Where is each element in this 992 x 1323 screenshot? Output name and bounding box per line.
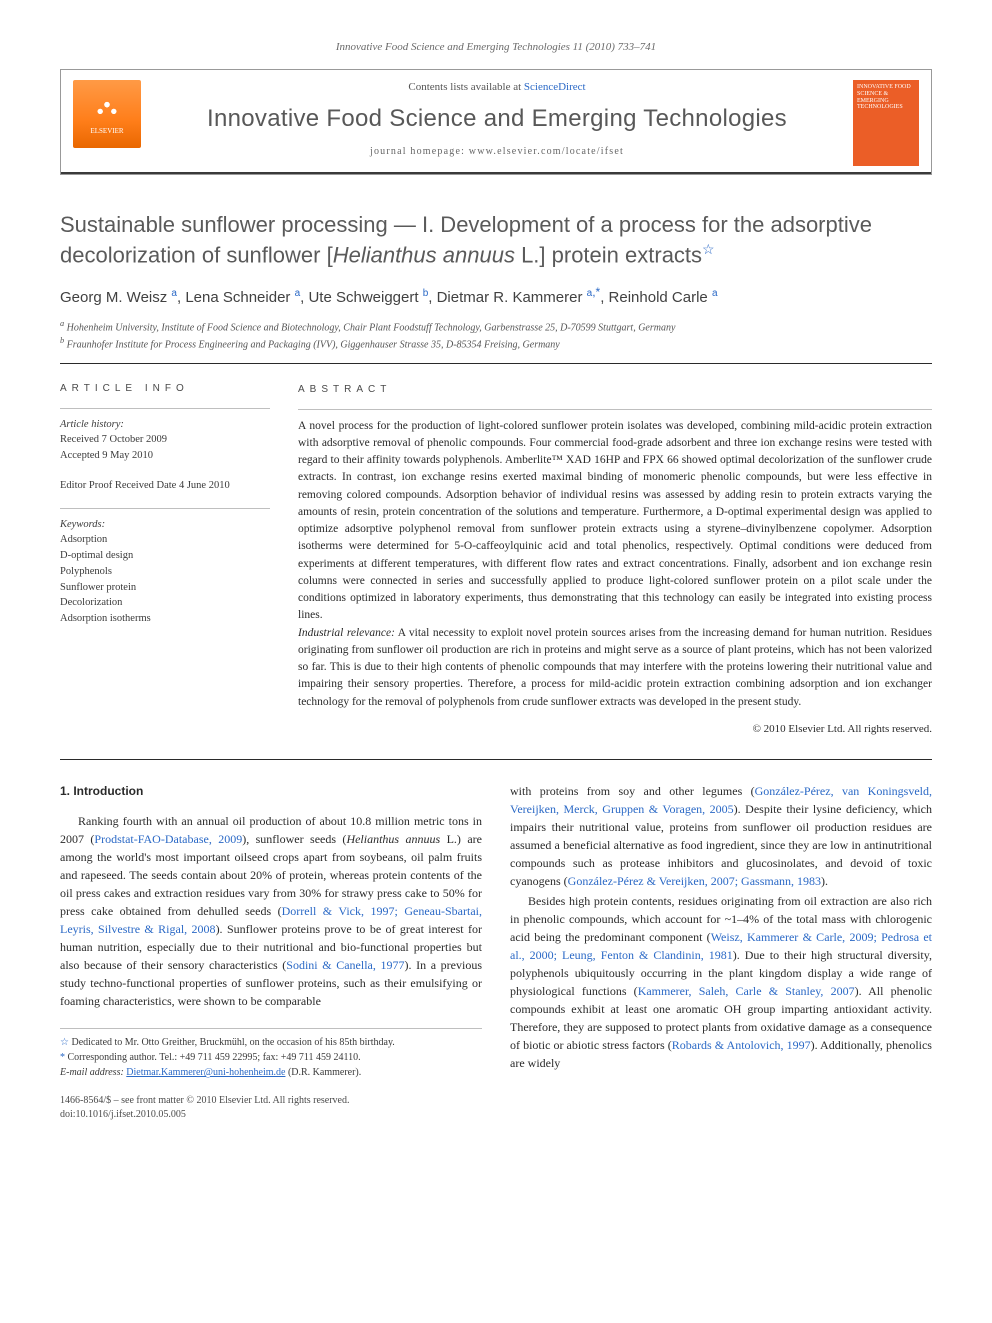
divider <box>60 363 932 364</box>
running-header: Innovative Food Science and Emerging Tec… <box>60 40 932 55</box>
keyword-item: D-optimal design <box>60 548 270 564</box>
section-heading: 1. Introduction <box>60 782 482 800</box>
email-footnote: E-mail address: Dietmar.Kammerer@uni-hoh… <box>60 1065 482 1080</box>
abstract-text: A novel process for the production of li… <box>298 418 932 625</box>
affiliation-b: b Fraunhofer Institute for Process Engin… <box>60 335 932 352</box>
industrial-relevance-label: Industrial relevance: <box>298 627 395 639</box>
keyword-item: Adsorption isotherms <box>60 611 270 627</box>
sciencedirect-link[interactable]: ScienceDirect <box>524 81 586 93</box>
tree-icon <box>90 91 124 125</box>
article-info-column: article info Article history: Received 7… <box>60 382 270 738</box>
article-title: Sustainable sunflower processing — I. De… <box>60 211 932 270</box>
industrial-relevance: Industrial relevance: A vital necessity … <box>298 625 932 711</box>
body-col-right: with proteins from soy and other legumes… <box>510 782 932 1122</box>
body-col-left: 1. Introduction Ranking fourth with an a… <box>60 782 482 1122</box>
body-paragraph: Besides high protein contents, residues … <box>510 892 932 1072</box>
issn-line: 1466-8564/$ – see front matter © 2010 El… <box>60 1094 482 1108</box>
editor-proof: Editor Proof Received Date 4 June 2010 <box>60 478 270 494</box>
doi: doi:10.1016/j.ifset.2010.05.005 <box>60 1108 482 1122</box>
title-block: Sustainable sunflower processing — I. De… <box>60 211 932 270</box>
journal-homepage: journal homepage: www.elsevier.com/locat… <box>151 145 843 159</box>
keywords-list: AdsorptionD-optimal designPolyphenolsSun… <box>60 532 270 627</box>
abstract-column: abstract A novel process for the product… <box>298 382 932 738</box>
keywords-block: Keywords: AdsorptionD-optimal designPoly… <box>60 517 270 627</box>
contents-line: Contents lists available at ScienceDirec… <box>151 80 843 95</box>
body-paragraph: with proteins from soy and other legumes… <box>510 782 932 890</box>
received-date: Received 7 October 2009 <box>60 432 270 448</box>
body-columns: 1. Introduction Ranking fourth with an a… <box>60 782 932 1122</box>
history-label: Article history: <box>60 417 270 433</box>
affiliation-a: a Hohenheim University, Institute of Foo… <box>60 318 932 335</box>
contents-lead: Contents lists available at <box>408 81 523 93</box>
accepted-date: Accepted 9 May 2010 <box>60 448 270 464</box>
keyword-item: Polyphenols <box>60 564 270 580</box>
journal-cover-thumbnail: INNOVATIVE FOOD SCIENCE & EMERGING TECHN… <box>853 80 919 166</box>
abstract-copyright: © 2010 Elsevier Ltd. All rights reserved… <box>298 721 932 738</box>
footnotes: ☆ Dedicated to Mr. Otto Greither, Bruckm… <box>60 1028 482 1080</box>
journal-name: Innovative Food Science and Emerging Tec… <box>151 102 843 136</box>
bottom-meta: 1466-8564/$ – see front matter © 2010 El… <box>60 1094 482 1122</box>
email-link[interactable]: Dietmar.Kammerer@uni-hohenheim.de <box>126 1067 285 1078</box>
abstract-heading: abstract <box>298 382 932 397</box>
title-species: Helianthus annuus <box>333 242 515 267</box>
dedication-footnote: ☆ Dedicated to Mr. Otto Greither, Bruckm… <box>60 1035 482 1050</box>
corresponding-footnote: * Corresponding author. Tel.: +49 711 45… <box>60 1050 482 1065</box>
keyword-item: Adsorption <box>60 532 270 548</box>
article-info-heading: article info <box>60 382 270 396</box>
keywords-label: Keywords: <box>60 517 270 533</box>
title-post: L.] protein extracts <box>515 242 702 267</box>
keyword-item: Sunflower protein <box>60 580 270 596</box>
masthead: ELSEVIER Contents lists available at Sci… <box>60 69 932 175</box>
elsevier-logo: ELSEVIER <box>73 80 141 148</box>
affiliations: a Hohenheim University, Institute of Foo… <box>60 318 932 353</box>
authors: Georg M. Weisz a, Lena Schneider a, Ute … <box>60 284 932 308</box>
publisher-label: ELSEVIER <box>90 127 123 137</box>
body-paragraph: Ranking fourth with an annual oil produc… <box>60 812 482 1010</box>
dedication-star-icon: ☆ <box>702 241 715 257</box>
article-history: Article history: Received 7 October 2009… <box>60 417 270 464</box>
keyword-item: Decolorization <box>60 595 270 611</box>
